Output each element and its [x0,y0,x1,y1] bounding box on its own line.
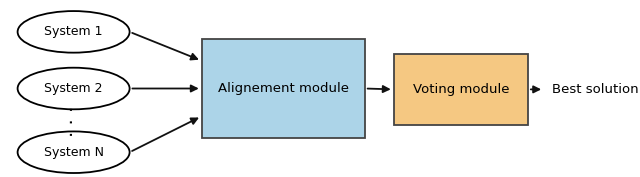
Text: · · ·: · · · [64,106,83,137]
Ellipse shape [18,68,130,109]
FancyBboxPatch shape [202,39,365,138]
Text: Best solution: Best solution [552,83,638,96]
Text: System N: System N [44,146,104,159]
Text: Alignement module: Alignement module [218,82,349,95]
Ellipse shape [18,11,130,53]
Text: Voting module: Voting module [413,83,509,96]
Text: System 1: System 1 [44,25,103,38]
Ellipse shape [18,131,130,173]
FancyBboxPatch shape [394,54,528,125]
Text: System 2: System 2 [44,82,103,95]
